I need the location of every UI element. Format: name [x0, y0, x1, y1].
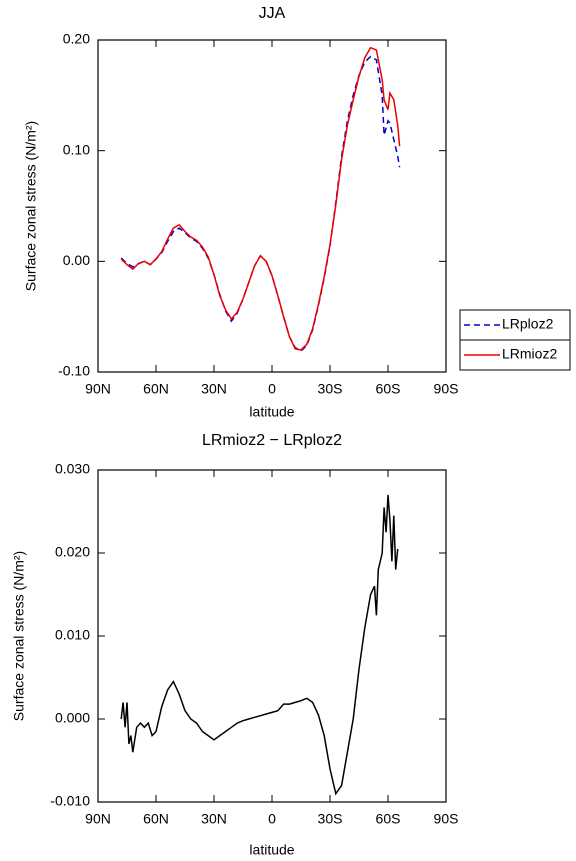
- x-axis-label: latitude: [249, 404, 294, 420]
- y-tick-label: 0.00: [63, 252, 90, 268]
- y-axis-label: Surface zonal stress (N/m²): [11, 551, 27, 721]
- x-tick-label: 30N: [201, 381, 227, 397]
- x-tick-label: 30N: [201, 811, 227, 827]
- y-tick-label: 0.20: [63, 31, 90, 47]
- y-tick-label: -0.10: [58, 363, 90, 379]
- x-tick-label: 0: [268, 381, 276, 397]
- x-tick-label: 90S: [434, 381, 459, 397]
- x-tick-label: 0: [268, 811, 276, 827]
- y-tick-label: 0.030: [55, 461, 90, 477]
- y-axis-label: Surface zonal stress (N/m²): [23, 121, 39, 291]
- x-tick-label: 60N: [143, 381, 169, 397]
- plot-frame: [97, 469, 447, 803]
- x-tick-label: 30S: [318, 811, 343, 827]
- y-tick-label: 0.010: [55, 627, 90, 643]
- data-line: [120, 55, 401, 352]
- y-tick-label: 0.000: [55, 710, 90, 726]
- plot-frame: [97, 39, 447, 373]
- legend-label: LRploz2: [502, 316, 554, 332]
- x-tick-label: 60N: [143, 811, 169, 827]
- x-tick-label: 90S: [434, 811, 459, 827]
- x-tick-label: 90N: [85, 811, 111, 827]
- legend-box: [459, 339, 571, 371]
- data-line: [120, 46, 401, 351]
- x-tick-label: 90N: [85, 381, 111, 397]
- x-tick-label: 30S: [318, 381, 343, 397]
- x-tick-label: 60S: [376, 811, 401, 827]
- chart-title: JJA: [259, 5, 286, 22]
- y-tick-label: 0.020: [55, 544, 90, 560]
- y-tick-label: -0.010: [50, 793, 90, 809]
- chart-title: LRmioz2 − LRploz2: [202, 432, 342, 449]
- x-tick-label: 60S: [376, 381, 401, 397]
- x-axis-label: latitude: [249, 842, 294, 858]
- y-tick-label: 0.10: [63, 141, 90, 157]
- data-line: [120, 494, 399, 796]
- legend-label: LRmioz2: [502, 346, 557, 362]
